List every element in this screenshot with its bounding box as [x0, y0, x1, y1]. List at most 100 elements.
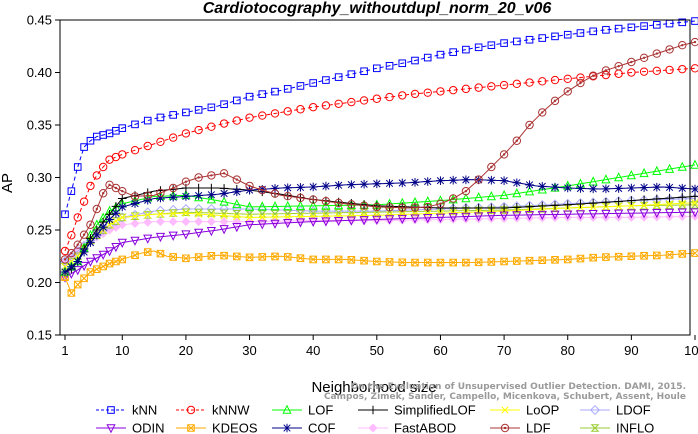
data-point-knnw: [423, 88, 432, 97]
data-point-knn: [309, 79, 317, 87]
data-point-kdeos: [143, 248, 152, 256]
data-point-odin: [117, 238, 127, 249]
data-point-knn: [474, 43, 483, 52]
data-point-simplifiedlof: [601, 197, 611, 207]
data-point-ldf: [207, 171, 216, 180]
y-axis-label: AP: [0, 173, 16, 193]
x-tick-label: 1: [61, 343, 68, 358]
legend-label-knnw: kNNW: [212, 403, 250, 418]
data-point-knnw: [499, 80, 509, 90]
data-point-kdeos: [99, 262, 107, 271]
data-point-ldf: [410, 203, 420, 212]
data-point-odin: [359, 216, 369, 226]
data-point-loop: [182, 209, 190, 217]
data-point-cof: [105, 215, 114, 224]
data-point-knnw: [359, 96, 369, 105]
y-tick-label: 0.30: [27, 170, 52, 185]
data-point-knnw: [296, 105, 305, 114]
data-point-kdeos: [462, 258, 470, 267]
data-point-loop: [398, 210, 406, 219]
series-ldf: [60, 37, 698, 264]
data-point-cof: [168, 192, 178, 202]
data-point-ldf: [334, 198, 343, 208]
data-point-lof: [461, 193, 471, 203]
data-point-cof: [385, 179, 394, 188]
data-point-knn: [334, 73, 343, 81]
data-point-lof: [232, 198, 242, 209]
data-point-loop: [194, 210, 203, 218]
data-point-odin: [601, 209, 611, 220]
data-point-ldf: [512, 136, 522, 145]
data-point-fastabod: [168, 217, 178, 227]
data-point-cof: [359, 179, 369, 189]
data-point-odin: [232, 223, 242, 233]
data-point-kdeos: [182, 254, 190, 263]
data-point-knn: [513, 37, 521, 46]
legend-item-ldf: LDF: [490, 421, 551, 434]
data-point-odin: [524, 211, 535, 221]
data-point-ldf: [436, 199, 445, 208]
legend-marker-inflo: [590, 424, 600, 432]
data-point-kdeos: [513, 257, 521, 265]
data-point-kdeos: [373, 257, 381, 266]
data-point-kdeos: [653, 251, 661, 260]
data-point-kdeos: [207, 252, 216, 260]
data-point-simplifiedlof: [550, 201, 560, 210]
data-point-knn: [398, 59, 407, 68]
data-point-odin: [194, 228, 204, 238]
data-point-ldf: [601, 66, 611, 75]
data-point-cof: [627, 183, 636, 193]
data-point-cof: [372, 179, 382, 189]
data-point-kdeos: [360, 256, 368, 265]
x-tick-label: 10: [115, 343, 129, 358]
data-point-ldof: [193, 203, 204, 215]
data-point-kdeos: [105, 259, 114, 268]
data-point-knnw: [461, 84, 471, 94]
data-point-kdeos: [640, 252, 648, 260]
legend-label-fastabod: FastABOD: [394, 421, 456, 434]
data-point-cof: [181, 192, 191, 201]
data-point-ldf: [258, 185, 267, 195]
data-point-ldf: [665, 45, 674, 54]
data-point-ldf: [194, 173, 203, 182]
data-point-odin: [155, 232, 166, 243]
data-point-ldf: [550, 96, 560, 106]
data-point-lof: [639, 167, 649, 178]
data-point-simplifiedlof: [576, 199, 585, 209]
data-point-cof: [690, 184, 698, 194]
series-line-ldf: [64, 41, 696, 260]
data-point-cof: [270, 184, 280, 193]
data-point-kdeos: [220, 251, 228, 260]
data-point-cof: [296, 183, 305, 192]
data-point-odin: [244, 220, 255, 231]
data-point-lof: [206, 194, 216, 204]
data-point-odin: [423, 214, 433, 224]
data-point-knn: [207, 103, 216, 112]
data-point-knnw: [321, 101, 331, 110]
data-point-cof: [111, 208, 121, 218]
legend-marker-lof: [282, 404, 292, 414]
legend-label-ldf: LDF: [526, 421, 551, 434]
data-point-kdeos: [93, 265, 101, 273]
data-point-knn: [73, 163, 82, 171]
data-point-loop: [118, 213, 126, 222]
data-point-knnw: [245, 113, 254, 122]
data-point-knn: [61, 210, 69, 219]
series-kdeos: [61, 248, 698, 297]
legend: kNN kNNW LOF SimplifiedLOF LoOP LDOF ODIN KDEOS…: [96, 403, 654, 434]
data-point-knnw: [194, 125, 203, 135]
data-point-simplifiedlof: [665, 193, 674, 203]
data-point-knn: [602, 26, 610, 34]
data-point-cof: [194, 191, 203, 200]
data-point-kdeos: [156, 249, 165, 258]
legend-item-lof: LOF: [272, 403, 333, 418]
data-point-loop: [220, 212, 228, 220]
data-point-knnw: [576, 73, 585, 82]
legend-item-ldof: LDOF: [580, 403, 651, 418]
data-point-lof: [295, 200, 306, 210]
data-point-loop: [411, 210, 419, 218]
axes: 1 10 20 30 40 50 60 70 80 90 100 0.15 0.20 0.25 0.30 0.…: [27, 13, 698, 359]
data-point-cof: [563, 183, 573, 193]
data-point-lof: [334, 200, 344, 210]
data-point-ldf: [245, 181, 254, 191]
